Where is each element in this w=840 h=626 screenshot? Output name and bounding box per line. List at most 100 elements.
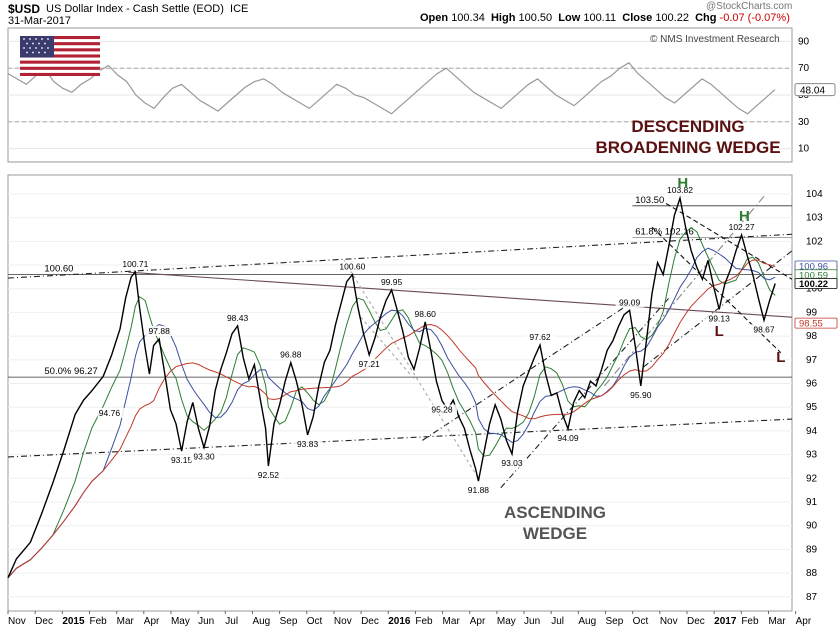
x-tick-label: Aug (252, 616, 270, 626)
price-label-bg (293, 438, 323, 449)
price-point-label: 103.82 (667, 185, 693, 195)
close-label: Close (622, 12, 653, 24)
price-label-bg (526, 332, 555, 343)
price-y-tick-label: 89 (806, 544, 818, 555)
x-tick-label: 2015 (62, 616, 85, 626)
price-point-label: 97.88 (149, 326, 171, 336)
indicator-y-tick-label: 90 (798, 36, 810, 47)
price-y-tick-label: 102 (806, 236, 823, 247)
price-y-tick-label: 91 (806, 497, 818, 508)
price-line (7, 195, 776, 579)
pattern-letter: L (776, 349, 785, 366)
price-label-bg (377, 276, 407, 287)
pattern-letter: H (739, 208, 750, 225)
x-tick-label: Feb (741, 616, 759, 626)
price-label-bg (254, 469, 284, 480)
indicator-value-box (794, 83, 836, 97)
price-point-label: 93.15 (171, 455, 193, 465)
right-value-box (794, 278, 838, 289)
price-point-label: 99.09 (619, 297, 641, 307)
price-label-bg (411, 308, 441, 319)
price-point-label: 93.30 (193, 452, 215, 462)
pattern-letter: H (677, 175, 688, 192)
trendline (7, 233, 793, 279)
price-label-bg (338, 261, 368, 272)
moving-average-200 (7, 259, 776, 579)
price-point-label: 100.60 (339, 262, 365, 272)
low-label: Low (558, 12, 581, 24)
indicator-line (7, 62, 776, 115)
price-point-label: 98.67 (753, 324, 775, 334)
level-label: 100.60 (44, 264, 73, 275)
trendline (500, 297, 670, 489)
x-tick-label: Sep (280, 616, 298, 626)
credit-text: © NMS Investment Research (650, 34, 780, 45)
ticker-symbol: $USD (8, 2, 41, 16)
price-annotation-text: WEDGE (523, 524, 587, 543)
price-point-label: 102.27 (729, 222, 755, 232)
price-y-tick-label: 87 (806, 592, 818, 603)
price-y-tick-label: 92 (806, 473, 818, 484)
price-point-label: 98.43 (227, 313, 249, 323)
price-label-bg (121, 258, 151, 269)
x-tick-label: Dec (687, 616, 705, 626)
indicator-y-tick-label: 70 (798, 63, 810, 74)
change-label: Chg (695, 12, 717, 24)
price-point-label: 92.52 (258, 470, 280, 480)
x-tick-label: May (171, 616, 190, 626)
price-point-label: 94.76 (99, 408, 121, 418)
x-tick-label: Jun (198, 616, 214, 626)
x-tick-label: Jun (524, 616, 540, 626)
price-y-tick-label: 95 (806, 402, 818, 413)
price-point-label: 91.88 (468, 485, 490, 495)
price-y-tick-label: 93 (806, 450, 818, 461)
indicator-annotation-text: BROADENING WEDGE (595, 138, 780, 157)
price-point-label: 99.13 (709, 313, 731, 323)
level-label: 103.50 (635, 195, 664, 206)
price-y-tick-label: 103 (806, 213, 823, 224)
x-tick-label: Mar (768, 616, 786, 626)
price-label-bg (355, 358, 385, 369)
price-y-tick-label: 94 (806, 426, 818, 437)
price-y-tick-label: 100 (806, 284, 823, 295)
pattern-letter: L (715, 323, 724, 340)
price-label-bg (626, 389, 656, 400)
high-label: High (490, 12, 516, 24)
price-y-tick-label: 97 (806, 355, 818, 366)
price-label-bg (666, 185, 695, 196)
price-point-label: 99.95 (381, 277, 403, 287)
ohlc-readout: Open 100.34 High 100.50 Low 100.11 Close… (420, 12, 790, 24)
price-point-label: 95.28 (431, 405, 453, 415)
price-y-tick-label: 98 (806, 331, 818, 342)
high-value: 100.50 (518, 12, 553, 24)
price-point-label: 93.03 (501, 458, 523, 468)
price-y-tick-label: 99 (806, 307, 818, 318)
price-point-label: 93.83 (297, 439, 319, 449)
x-tick-label: Jul (225, 616, 238, 626)
x-tick-label: Mar (443, 616, 461, 626)
indicator-annotation-text: DESCENDING (631, 117, 744, 136)
exchange-label: ICE (230, 3, 249, 15)
open-value: 100.34 (451, 12, 485, 24)
x-tick-label: 2016 (388, 616, 411, 626)
level-label: 50.0% 96.27 (44, 366, 97, 377)
price-label-bg (464, 485, 494, 496)
price-label-bg (705, 313, 735, 324)
price-y-tick-label: 96 (806, 379, 818, 390)
price-point-label: 97.62 (529, 332, 551, 342)
x-tick-label: Feb (415, 616, 433, 626)
price-label-bg (498, 457, 527, 468)
price-y-tick-label: 104 (806, 189, 823, 200)
x-tick-label: Nov (334, 616, 352, 626)
trendline (343, 260, 479, 479)
x-tick-label: Oct (307, 616, 323, 626)
open-label: Open (420, 12, 449, 24)
price-point-label: 95.90 (630, 390, 652, 400)
price-label-bg (190, 451, 219, 462)
indicator-y-tick-label: 10 (798, 144, 810, 155)
close-value: 100.22 (655, 12, 689, 24)
price-label-bg (750, 324, 779, 335)
price-label-bg (615, 297, 645, 308)
